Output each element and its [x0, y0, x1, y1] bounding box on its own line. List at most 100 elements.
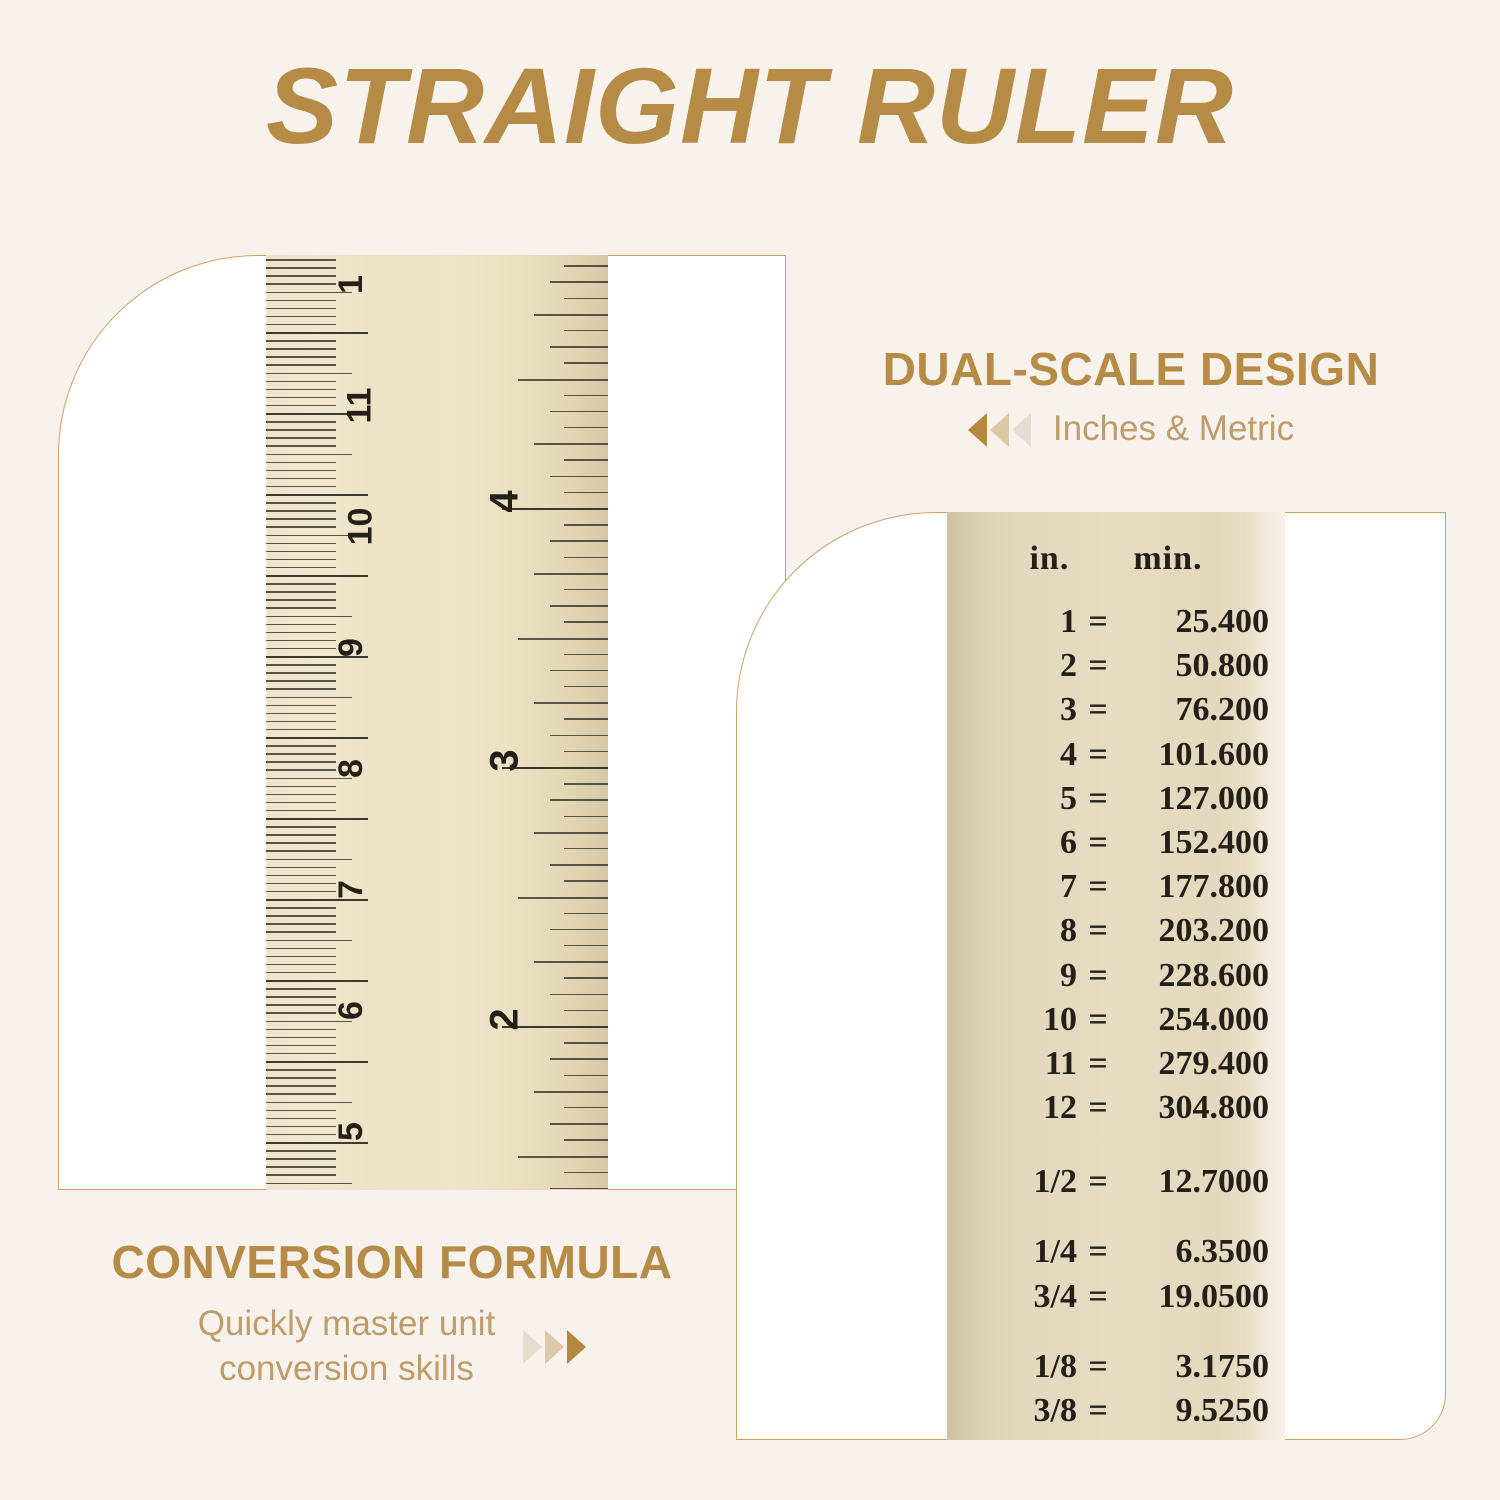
tick-mark — [266, 1174, 336, 1176]
tick-mark — [266, 340, 336, 342]
table-row: 1/2 = 12.7000 — [947, 1160, 1285, 1204]
tick-mark — [266, 761, 336, 763]
tick-mark — [266, 275, 336, 277]
tick-mark — [564, 621, 608, 623]
cell-equals: = — [1088, 1000, 1108, 1038]
tick-mark — [266, 550, 336, 553]
tick-mark — [266, 267, 336, 269]
scale-number-inch: 3 — [482, 749, 527, 772]
tick-mark — [266, 664, 336, 666]
tick-mark — [266, 988, 336, 990]
tick-mark — [550, 669, 608, 672]
chevron-right-icon — [545, 1330, 565, 1365]
tick-mark — [564, 1042, 608, 1044]
table-row: 7 = 177.800 — [947, 865, 1285, 909]
tick-mark — [564, 459, 608, 461]
conversion-feature-block: CONVERSION FORMULA Quickly master unit c… — [52, 1238, 732, 1392]
tick-mark — [266, 323, 336, 326]
tick-mark — [518, 1155, 608, 1158]
dual-scale-feature-block: DUAL-SCALE DESIGN Inches & Metric — [826, 345, 1436, 452]
page-title: STRAIGHT RULER — [266, 45, 1234, 166]
cell-equals: = — [1088, 956, 1108, 994]
tick-mark — [564, 1074, 608, 1076]
tick-mark — [266, 575, 368, 578]
tick-mark — [266, 558, 336, 561]
tick-mark — [266, 656, 368, 659]
tick-mark — [266, 777, 352, 779]
tick-mark — [266, 1133, 336, 1136]
table-row: 12 = 304.800 — [947, 1086, 1285, 1130]
tick-mark — [550, 346, 608, 348]
tick-mark — [550, 281, 608, 283]
tick-mark — [266, 526, 336, 528]
tick-mark — [266, 858, 352, 860]
tick-mark — [266, 1028, 336, 1031]
tick-mark — [534, 961, 608, 964]
cell-millimeters: 254.000 — [1158, 1000, 1270, 1038]
tick-mark — [266, 1044, 336, 1047]
tick-mark — [564, 588, 608, 591]
tick-mark — [266, 907, 336, 909]
eighth-inch-rows: 1/8=3.17503/8=9.52505/8=15.87507/8=22.22… — [947, 1345, 1285, 1440]
scale-number-metric: 10 — [341, 507, 380, 546]
cell-inches: 5/8 — [1001, 1433, 1077, 1440]
tick-mark — [564, 394, 608, 397]
cell-millimeters: 228.600 — [1158, 956, 1270, 994]
cell-millimeters: 203.200 — [1158, 912, 1270, 950]
cell-millimeters: 76.200 — [1175, 691, 1270, 729]
tick-mark — [266, 404, 336, 407]
cell-millimeters: 6.3500 — [1175, 1233, 1270, 1271]
tick-mark — [266, 583, 336, 585]
tick-mark — [564, 491, 608, 494]
chevron-left-icon — [989, 412, 1009, 447]
scale-number-metric: 8 — [331, 759, 370, 778]
tick-mark — [266, 866, 336, 869]
cell-inches: 4 — [1060, 735, 1077, 773]
tick-mark — [534, 313, 608, 316]
tick-mark — [564, 1009, 608, 1012]
tick-mark — [266, 1142, 368, 1145]
dual-scale-subtitle: Inches & Metric — [1052, 409, 1295, 449]
cell-inches: 5 — [1060, 779, 1077, 817]
table-row: 3/8 = 9.5250 — [947, 1389, 1285, 1433]
tick-mark — [266, 445, 336, 447]
tick-mark — [564, 718, 608, 720]
cell-millimeters: 177.800 — [1158, 868, 1270, 906]
tick-mark — [266, 680, 336, 682]
tick-mark — [266, 307, 336, 310]
cell-millimeters: 50.800 — [1175, 647, 1270, 685]
cell-equals: = — [1088, 1163, 1108, 1201]
tick-mark — [564, 524, 608, 526]
tick-mark — [266, 1052, 336, 1055]
tick-mark — [564, 653, 608, 656]
tick-mark — [564, 265, 608, 267]
table-row: 3 = 76.200 — [947, 688, 1285, 732]
conversion-table-image: in. min. 1 = 25.400 2 = 50.800 3 = 76.200 4 = 101.6… — [947, 512, 1285, 1440]
tick-mark — [550, 605, 608, 607]
tick-mark — [266, 283, 336, 285]
scale-number-metric: 6 — [331, 1001, 370, 1020]
conversion-heading: CONVERSION FORMULA — [111, 1236, 673, 1288]
table-row: 6 = 152.400 — [947, 821, 1285, 865]
cell-inches: 1/4 — [1033, 1233, 1077, 1271]
tick-mark — [266, 769, 336, 771]
tick-mark — [266, 882, 336, 885]
chevron-left-icon — [1011, 412, 1031, 447]
tick-mark — [266, 259, 336, 261]
cell-inches: 3 — [1060, 691, 1077, 729]
chevron-right-icon — [523, 1330, 543, 1365]
tick-mark — [266, 850, 336, 852]
tick-mark — [266, 809, 336, 812]
tick-mark — [266, 963, 336, 966]
tick-mark — [266, 1077, 336, 1079]
cell-millimeters: 127.000 — [1158, 779, 1270, 817]
conversion-table: in. min. 1 = 25.400 2 = 50.800 3 = 76.200 4 = 101.6… — [947, 540, 1285, 1440]
cell-millimeters: 3.1750 — [1175, 1347, 1270, 1385]
tick-mark — [550, 1123, 608, 1125]
tick-mark — [266, 688, 336, 690]
tick-mark — [564, 847, 608, 850]
tick-mark — [266, 753, 336, 755]
tick-mark — [266, 534, 352, 536]
scale-number-metric: 11 — [340, 387, 379, 424]
cell-millimeters: 9.5250 — [1175, 1392, 1270, 1429]
